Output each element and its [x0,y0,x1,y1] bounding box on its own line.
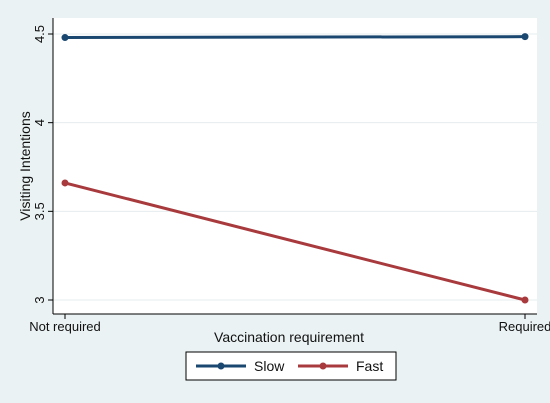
y-axis-title: Visiting Intentions [17,111,33,220]
data-point [61,179,69,187]
x-tick-label: Required [499,319,550,334]
y-tick-label: 4 [32,119,47,126]
x-axis-title: Vaccination requirement [214,329,364,345]
y-tick-label: 3.5 [32,202,47,220]
series-line [64,181,526,302]
y-axis-ticks: 3 3.5 4 4.5 [32,25,53,304]
x-axis-ticks: Not required Required [29,314,550,334]
y-tick-label: 4.5 [32,25,47,43]
legend-marker [319,362,327,370]
gridlines [53,33,537,301]
x-tick-label: Not required [29,319,101,334]
data-point [521,33,529,41]
series-line [64,35,526,40]
y-tick-label: 3 [32,296,47,303]
plot-area [53,18,537,314]
legend: Slow Fast [185,351,397,381]
legend-marker [217,362,225,370]
data-point [521,296,529,304]
legend-label: Slow [254,358,285,374]
legend-label: Fast [356,358,383,374]
series-lines [61,33,529,304]
data-point [61,34,69,42]
